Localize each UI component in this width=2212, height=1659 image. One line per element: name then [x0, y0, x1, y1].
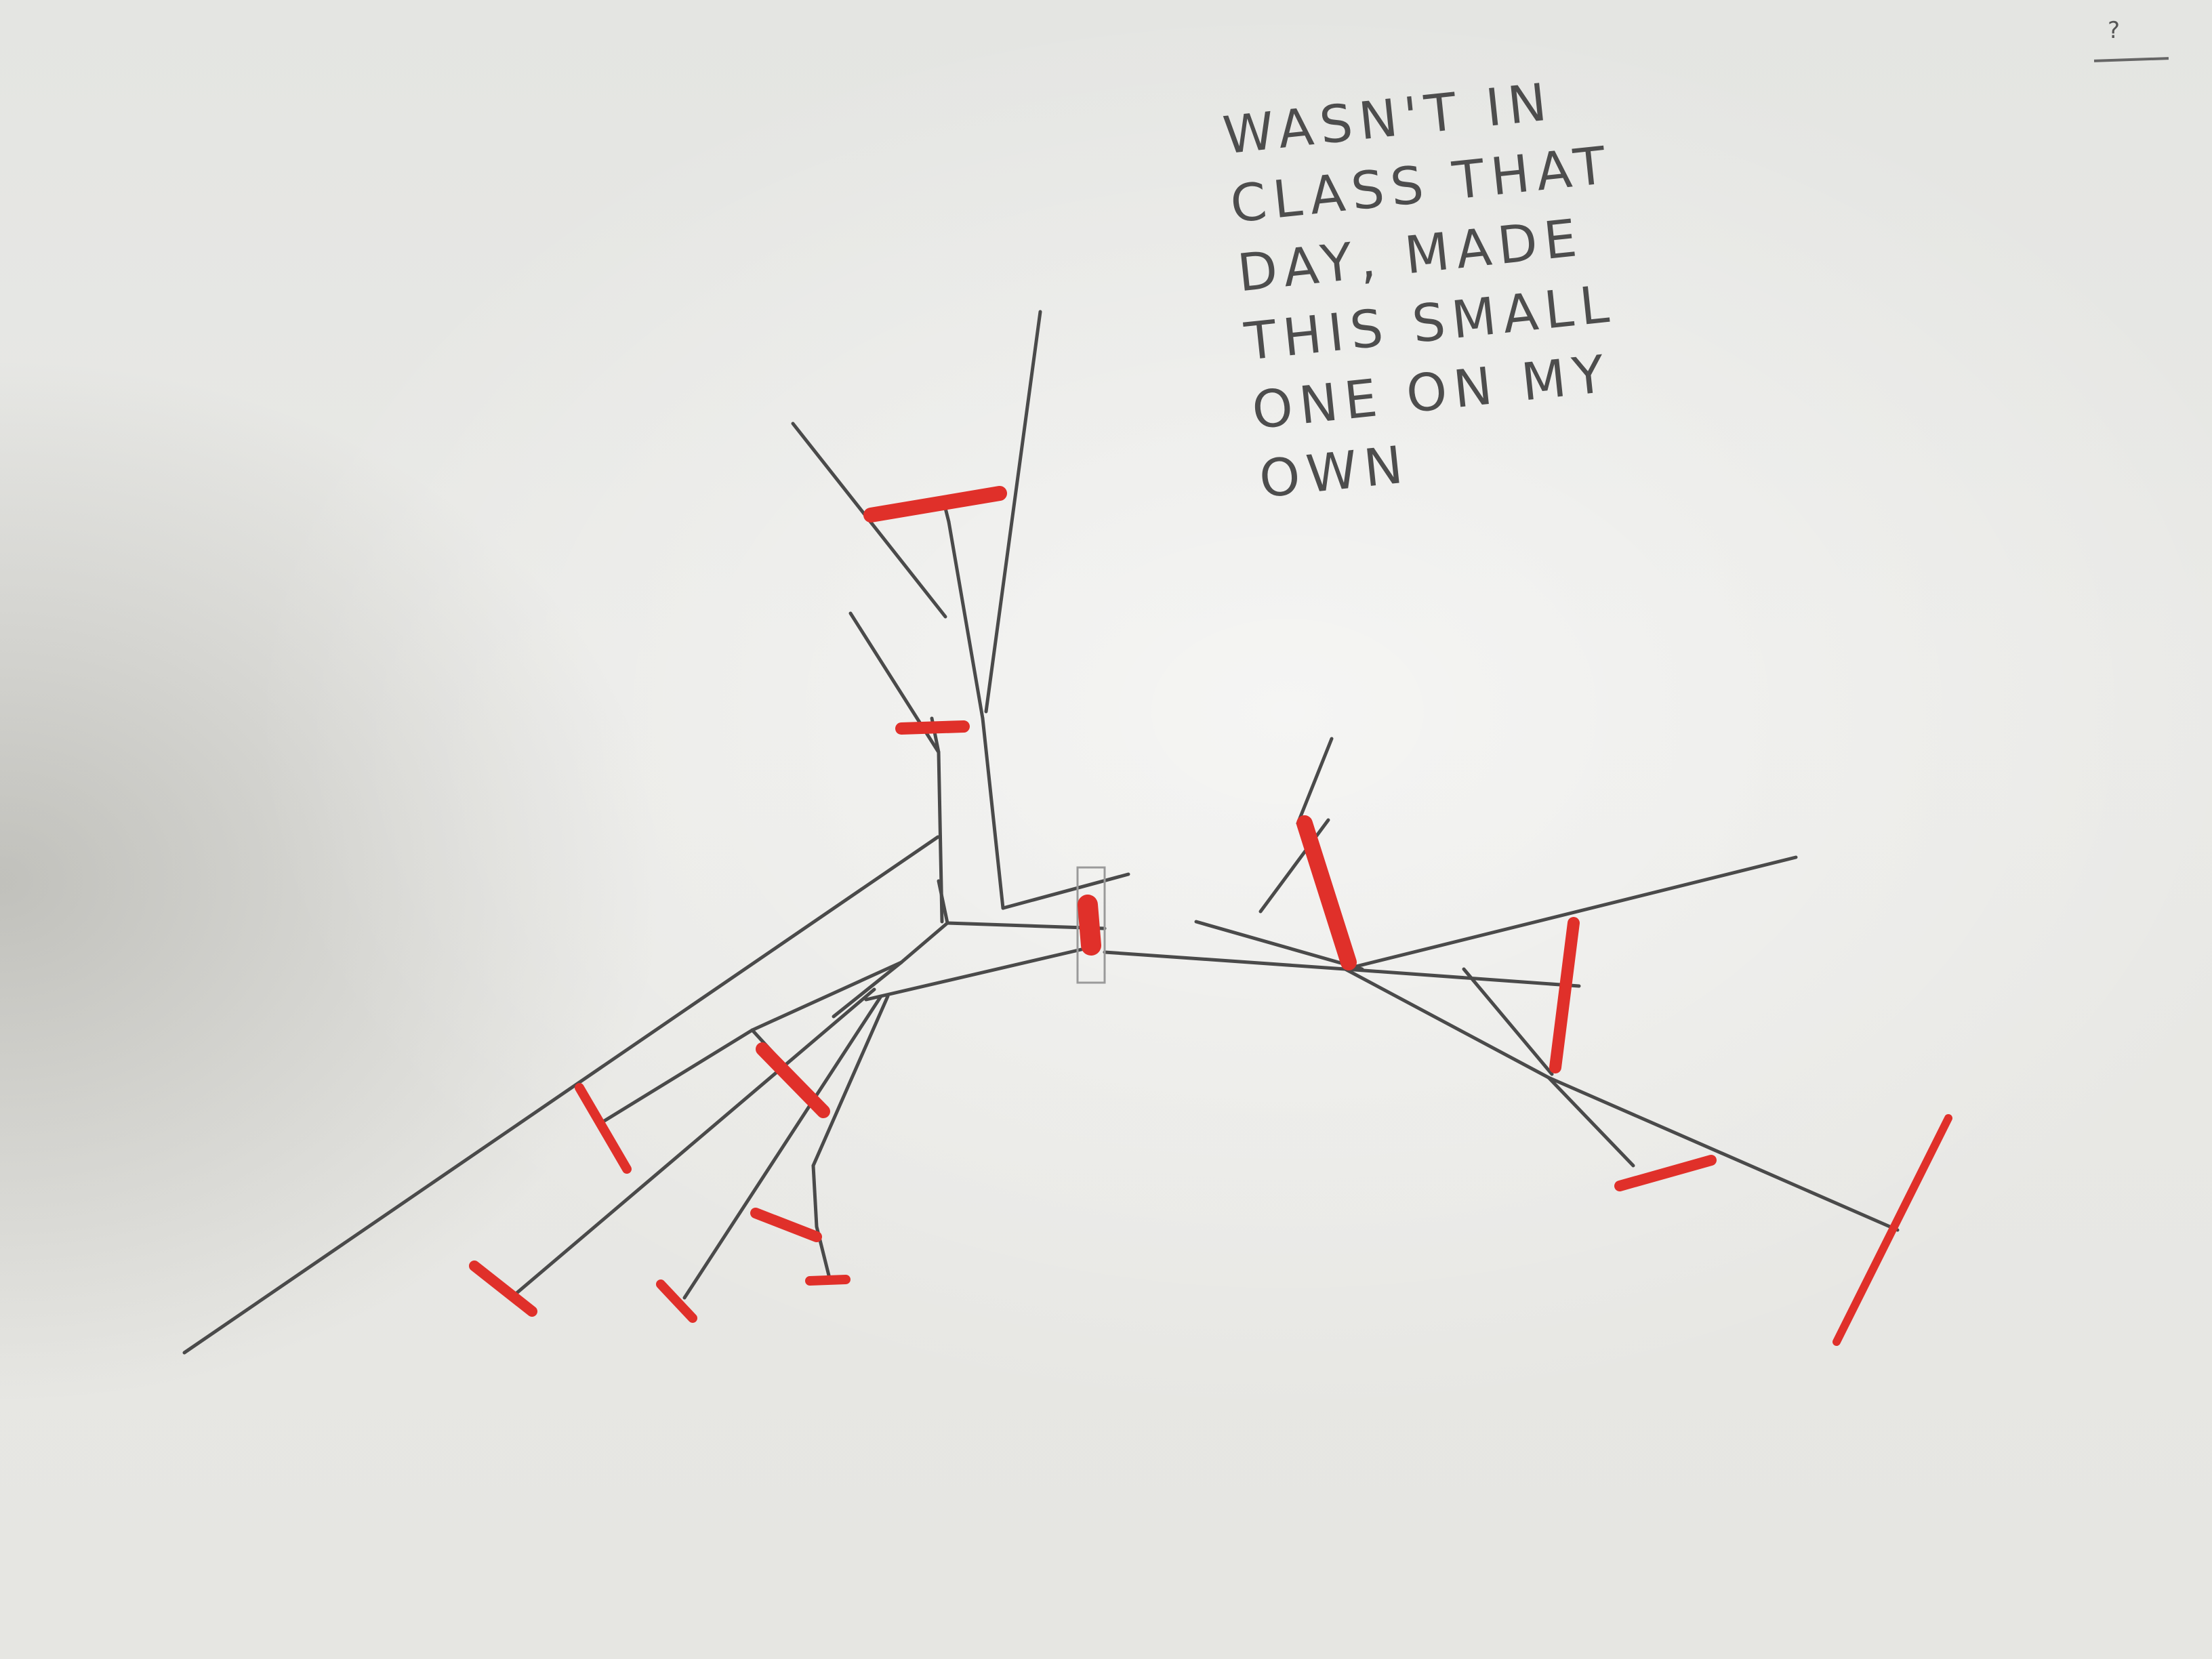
red-marker-shape	[1549, 917, 1580, 1073]
red-marker-shape	[1832, 1114, 1952, 1346]
pencil-line	[899, 921, 949, 964]
red-marker-shape	[575, 1083, 632, 1174]
pencil-line	[182, 835, 940, 1355]
red-marker-shape	[1078, 895, 1101, 956]
pencil-line	[1547, 1076, 1635, 1168]
pencil-line	[1343, 967, 1551, 1080]
pencil-line	[1462, 967, 1554, 1076]
pencil-line	[1547, 1076, 1900, 1232]
pencil-line	[1103, 950, 1347, 971]
pencil-line	[1296, 737, 1334, 825]
pencil-line	[832, 960, 903, 1019]
red-marker-shape	[863, 486, 1007, 523]
pencil-guide-box	[1076, 866, 1106, 984]
pencil-line	[682, 994, 883, 1300]
red-marker-shapes	[469, 486, 1952, 1346]
red-marker-shape	[805, 1275, 851, 1286]
pencil-line	[947, 520, 985, 720]
red-marker-shape	[1296, 815, 1357, 970]
pencil-line	[943, 506, 951, 524]
pencil-line	[1001, 872, 1130, 910]
pencil-line	[601, 1028, 754, 1124]
red-marker-shape	[656, 1279, 697, 1323]
red-marker-shape	[895, 720, 970, 735]
red-marker-shape	[1614, 1155, 1717, 1191]
pencil-line	[811, 994, 890, 1168]
pencil-line	[1258, 818, 1330, 914]
red-marker-shape	[750, 1208, 822, 1242]
handwritten-note: WASN'T IN CLASS THAT DAY, MADE THIS SMAL…	[1220, 52, 1735, 514]
red-marker-shape	[756, 1042, 830, 1118]
pencil-line	[811, 1164, 819, 1229]
pencil-line	[937, 750, 944, 924]
pencil-line	[1343, 967, 1581, 988]
pencil-line	[984, 310, 1042, 714]
pencil-line	[1343, 855, 1798, 971]
corner-question-mark: ?	[2108, 17, 2121, 44]
pencil-line	[750, 960, 903, 1032]
pencil-line	[513, 987, 876, 1296]
pencil-line	[981, 716, 1005, 910]
red-marker-shape	[469, 1261, 537, 1317]
pencil-line	[864, 947, 1086, 1002]
pencil-line	[1194, 920, 1364, 971]
